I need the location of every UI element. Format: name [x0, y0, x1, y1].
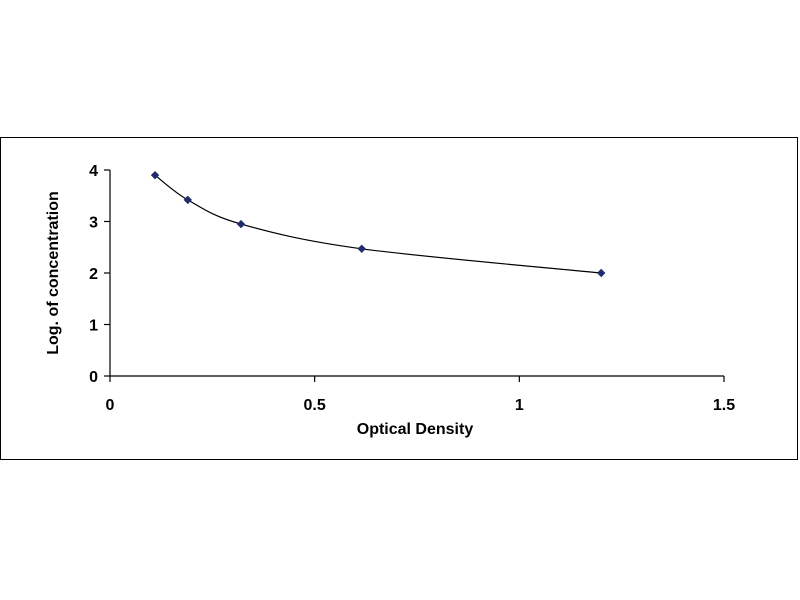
y-tick-label: 2 — [89, 266, 98, 283]
data-point — [236, 219, 246, 229]
data-point — [183, 195, 192, 205]
ticks — [104, 169, 725, 382]
data-point — [150, 170, 160, 180]
fitted-curve — [154, 174, 602, 274]
y-tick-label: 4 — [89, 163, 98, 180]
x-axis-title: Optical Density — [357, 421, 474, 438]
data-points — [150, 170, 606, 278]
chart-frame — [0, 137, 798, 460]
axes — [109, 170, 724, 377]
tick-labels: 0 1 2 3 4 0 0.5 1 1.5 — [89, 163, 735, 414]
y-tick-label: 1 — [89, 318, 98, 335]
y-axis-title: Log. of concentration — [45, 191, 62, 355]
x-tick-label: 1 — [515, 397, 524, 414]
data-point — [597, 268, 606, 278]
y-tick-label: 0 — [89, 369, 98, 386]
x-tick-label: 0.5 — [304, 397, 326, 414]
y-tick-label: 3 — [89, 215, 98, 232]
data-point — [357, 244, 366, 253]
x-tick-label: 0 — [106, 397, 115, 414]
x-tick-label: 1.5 — [713, 397, 735, 414]
